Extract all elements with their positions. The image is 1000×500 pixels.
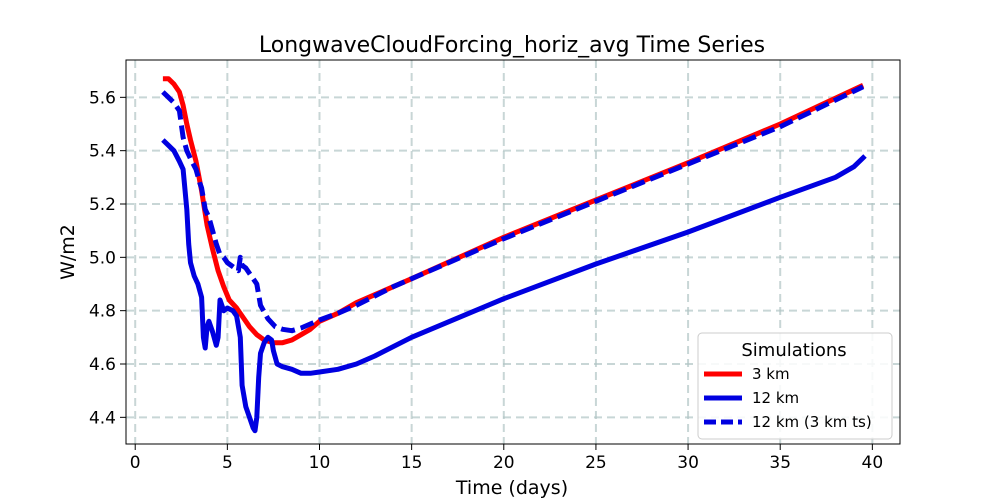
y-tick-label: 5.4 xyxy=(89,142,116,162)
x-tick-label: 40 xyxy=(862,453,884,473)
x-tick-label: 10 xyxy=(309,453,331,473)
y-tick-label: 5.6 xyxy=(89,88,116,108)
legend-label-3km: 3 km xyxy=(752,365,790,383)
legend-box xyxy=(697,332,893,440)
series-line-12-km-3-km-ts xyxy=(161,84,865,334)
x-tick-label: 5 xyxy=(222,453,233,473)
chart-title: LongwaveCloudForcing_horiz_avg Time Seri… xyxy=(259,33,765,58)
plot-frame xyxy=(125,59,901,445)
legend: Simulations 3 km 12 km 12 km (3 km ts) xyxy=(697,332,893,440)
x-tick-label: 0 xyxy=(130,453,141,473)
x-axis-label: Time (days) xyxy=(455,477,568,499)
series-line-12-km xyxy=(161,138,867,434)
x-tick-label: 25 xyxy=(585,453,607,473)
y-tick-label: 5.2 xyxy=(89,195,116,215)
y-tick-label: 5.0 xyxy=(89,248,116,268)
x-tick-label: 20 xyxy=(493,453,515,473)
legend-label-12km-3kmts: 12 km (3 km ts) xyxy=(752,413,872,431)
y-tick-label: 4.4 xyxy=(89,408,116,428)
x-tick-label: 15 xyxy=(401,453,423,473)
x-tick-label: 30 xyxy=(677,453,699,473)
y-axis-ticks: 4.4 4.6 4.8 5.0 5.2 5.4 5.6 xyxy=(89,88,126,428)
legend-title: Simulations xyxy=(741,340,846,361)
y-tick-label: 4.8 xyxy=(89,302,116,322)
x-tick-label: 35 xyxy=(769,453,791,473)
y-tick-label: 4.6 xyxy=(89,355,116,375)
x-axis-ticks: 0 5 10 15 20 25 30 35 40 xyxy=(130,444,883,473)
data-series xyxy=(161,76,867,434)
y-axis-label: W/m2 xyxy=(57,224,79,280)
legend-label-12km: 12 km xyxy=(752,389,799,407)
